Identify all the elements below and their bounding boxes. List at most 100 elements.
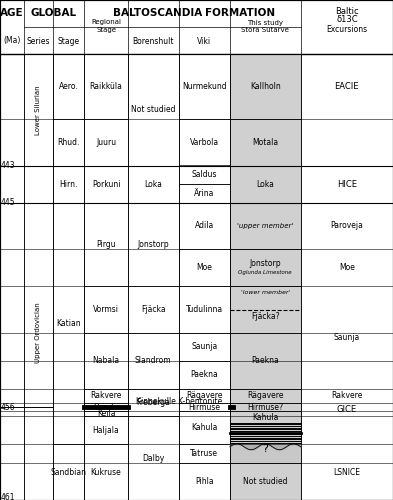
Text: Jonstorp: Jonstorp <box>138 240 169 249</box>
Bar <box>84 404 128 411</box>
Bar <box>84 202 128 286</box>
Bar <box>230 166 301 202</box>
Bar <box>84 54 128 119</box>
Bar <box>0 0 393 54</box>
Bar <box>179 463 230 500</box>
Bar <box>128 416 179 500</box>
Text: Paroveja: Paroveja <box>331 222 363 230</box>
Text: Saldus: Saldus <box>192 170 217 179</box>
Bar <box>179 166 230 184</box>
Text: 'upper member': 'upper member' <box>237 223 294 229</box>
Text: Moe: Moe <box>196 263 212 272</box>
Text: HICE: HICE <box>337 180 357 188</box>
Text: This study: This study <box>247 20 283 26</box>
Text: Raikküla: Raikküla <box>90 82 123 91</box>
Bar <box>179 404 230 411</box>
Bar <box>179 119 230 166</box>
Bar <box>230 333 301 388</box>
Text: ?: ? <box>263 444 268 454</box>
Text: Baltic: Baltic <box>335 7 359 16</box>
Text: 445: 445 <box>0 198 15 207</box>
Bar <box>53 119 84 166</box>
Text: Rakvere: Rakvere <box>90 392 122 400</box>
Text: Rägavere: Rägavere <box>247 392 283 400</box>
Text: Loka: Loka <box>256 180 274 188</box>
Text: Rakvere: Rakvere <box>331 392 362 400</box>
Text: Moe: Moe <box>339 263 355 272</box>
Bar <box>230 202 301 249</box>
Text: Regional: Regional <box>91 19 121 25</box>
Bar <box>179 202 230 249</box>
Text: δ13C: δ13C <box>336 15 358 24</box>
Text: LSNICE: LSNICE <box>333 468 360 476</box>
Bar <box>230 444 301 463</box>
Bar <box>84 286 128 333</box>
Bar <box>128 166 179 202</box>
Bar <box>84 411 128 416</box>
Bar <box>53 202 84 444</box>
Bar <box>179 249 230 286</box>
Text: Excursions: Excursions <box>326 25 367 34</box>
Bar <box>179 411 230 444</box>
Bar <box>128 388 179 416</box>
Text: 456: 456 <box>0 402 15 411</box>
Text: Aero.: Aero. <box>59 82 79 91</box>
Bar <box>179 54 230 119</box>
Text: (Ma): (Ma) <box>3 36 20 46</box>
Text: Not studied: Not studied <box>131 106 176 114</box>
Text: Series: Series <box>27 36 50 46</box>
Text: Hirmuse: Hirmuse <box>188 402 220 411</box>
Text: Hirmuse?: Hirmuse? <box>247 402 283 411</box>
Text: Porkuni: Porkuni <box>92 180 120 188</box>
Text: FORMATION: FORMATION <box>205 8 275 18</box>
Bar <box>0 54 393 500</box>
Bar <box>230 119 301 166</box>
Text: Motala: Motala <box>252 138 278 147</box>
Bar <box>179 360 230 388</box>
Text: Viki: Viki <box>197 36 211 46</box>
Bar <box>128 202 179 286</box>
Text: 'lower member': 'lower member' <box>241 290 290 296</box>
Text: EACIE: EACIE <box>334 82 359 91</box>
Text: Ärina: Ärina <box>194 189 215 198</box>
Text: Paekna: Paekna <box>191 370 218 379</box>
Bar <box>230 404 301 411</box>
Text: Upper Ordovician: Upper Ordovician <box>35 302 41 363</box>
Text: Oglunda Limestone: Oglunda Limestone <box>239 270 292 275</box>
Text: Stora Sutarve: Stora Sutarve <box>241 27 289 33</box>
Bar <box>84 333 128 388</box>
Bar <box>230 54 301 119</box>
Bar <box>24 54 53 166</box>
Bar <box>0 0 393 54</box>
Text: Slandrom: Slandrom <box>135 356 172 365</box>
Bar <box>53 54 84 119</box>
Text: Borenshult: Borenshult <box>132 36 174 46</box>
Bar <box>230 463 301 500</box>
Bar <box>53 444 84 500</box>
Text: Rägavere: Rägavere <box>186 392 222 400</box>
Text: Saunja: Saunja <box>334 333 360 342</box>
Text: Freberga: Freberga <box>136 398 170 407</box>
Text: Nabala: Nabala <box>92 356 120 365</box>
Text: Rhud.: Rhud. <box>58 138 80 147</box>
Text: 443: 443 <box>0 161 15 170</box>
Text: Kahula: Kahula <box>191 423 218 432</box>
Bar <box>128 333 179 388</box>
Text: Fjäcka: Fjäcka <box>141 305 165 314</box>
Text: Lower Silurian: Lower Silurian <box>35 85 41 134</box>
Bar <box>230 388 301 404</box>
Bar <box>179 286 230 333</box>
Text: Adila: Adila <box>195 222 214 230</box>
Text: Stage: Stage <box>96 27 116 33</box>
Text: Oandu: Oandu <box>94 402 119 411</box>
Text: Kukruse: Kukruse <box>91 468 121 476</box>
Text: Haljala: Haljala <box>93 426 119 435</box>
Bar <box>84 166 128 202</box>
Text: Keila: Keila <box>97 409 116 418</box>
Text: GLOBAL: GLOBAL <box>31 8 77 18</box>
Text: Hirn.: Hirn. <box>60 180 78 188</box>
Bar <box>179 333 230 360</box>
Text: Kinnekulle K-bentonite: Kinnekulle K-bentonite <box>136 396 222 406</box>
Text: Pirgu: Pirgu <box>96 240 116 249</box>
Bar <box>0 54 393 500</box>
